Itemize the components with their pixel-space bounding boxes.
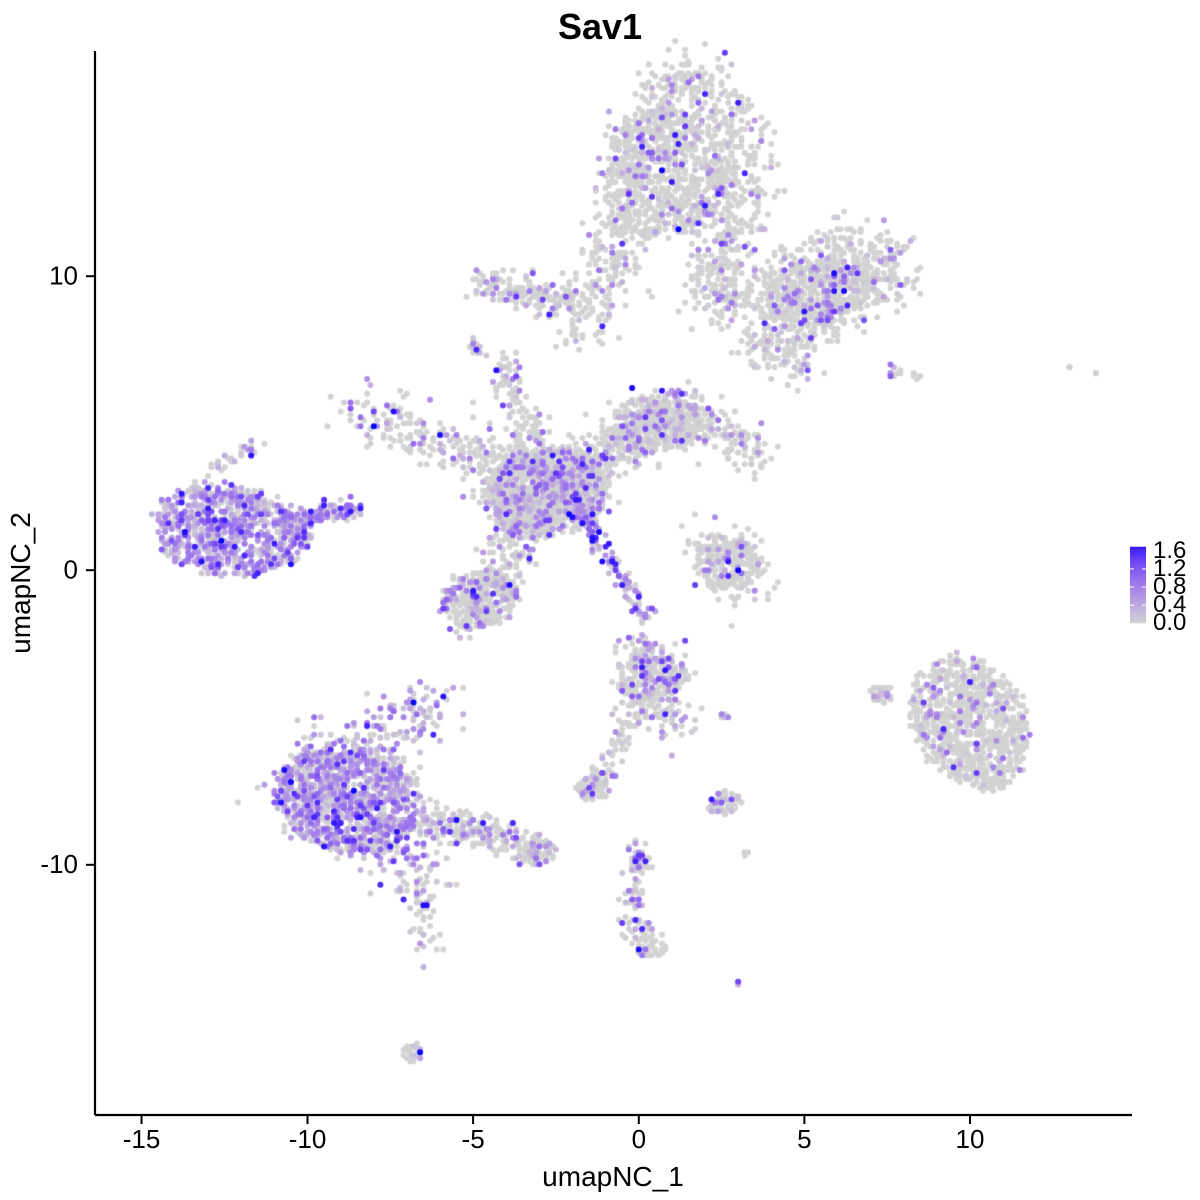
svg-text:0: 0 — [64, 555, 78, 585]
svg-text:10: 10 — [956, 1124, 985, 1154]
svg-text:umapNC_2: umapNC_2 — [5, 512, 36, 654]
svg-text:-10: -10 — [289, 1124, 327, 1154]
svg-text:-15: -15 — [123, 1124, 161, 1154]
svg-text:10: 10 — [49, 261, 78, 291]
svg-text:5: 5 — [797, 1124, 811, 1154]
svg-text:0.0: 0.0 — [1153, 609, 1186, 636]
svg-text:0: 0 — [632, 1124, 646, 1154]
svg-text:-5: -5 — [462, 1124, 485, 1154]
svg-text:-10: -10 — [40, 849, 78, 879]
svg-text:umapNC_1: umapNC_1 — [542, 1161, 684, 1192]
